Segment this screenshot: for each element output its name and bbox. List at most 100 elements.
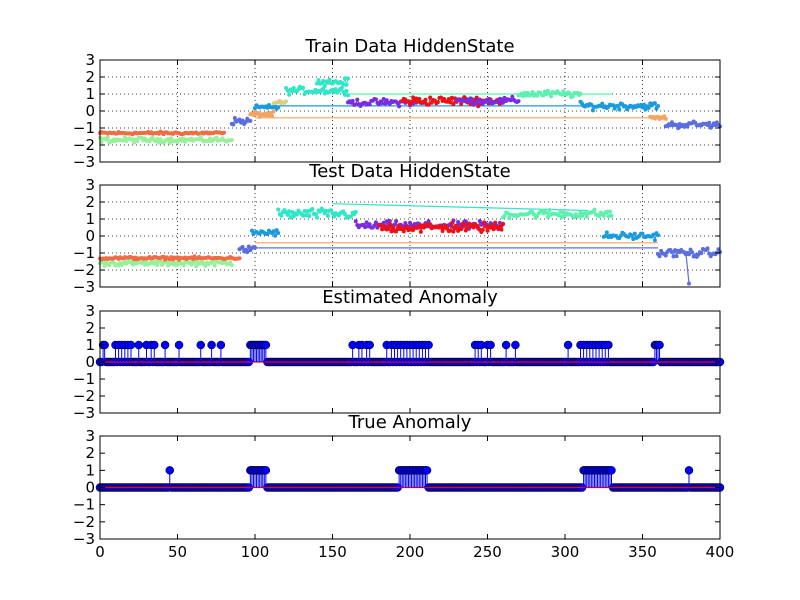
- state-point: [332, 214, 337, 219]
- state-point: [676, 126, 681, 131]
- state-point: [132, 140, 137, 145]
- state-point: [150, 135, 155, 140]
- state-point: [341, 82, 346, 87]
- state-point: [181, 263, 186, 268]
- state-point: [490, 223, 495, 228]
- state-point: [327, 77, 332, 82]
- state-point: [499, 227, 504, 232]
- state-point: [155, 263, 160, 268]
- state-point: [381, 220, 386, 225]
- x-tick-label: 50: [168, 543, 187, 561]
- state-point: [265, 231, 270, 236]
- state-point: [315, 81, 319, 86]
- state-point: [344, 88, 349, 93]
- y-tick-label: 2: [85, 319, 95, 337]
- state-point: [231, 122, 236, 127]
- state-point: [401, 229, 406, 234]
- state-point: [256, 110, 261, 115]
- state-point: [656, 233, 660, 238]
- y-tick-label: −3: [73, 530, 95, 548]
- state-point: [153, 259, 158, 264]
- state-point: [449, 95, 454, 100]
- subplot-title: Test Data HiddenState: [308, 161, 510, 182]
- state-point: [604, 209, 609, 214]
- state-point: [451, 102, 456, 107]
- state-point: [363, 225, 368, 230]
- stem-marker-anomaly: [486, 340, 495, 350]
- state-point: [321, 79, 326, 84]
- state-point: [618, 233, 623, 238]
- state-point: [446, 97, 451, 102]
- state-point: [535, 93, 540, 98]
- state-point: [663, 253, 668, 258]
- state-point: [310, 207, 315, 212]
- state-point: [459, 227, 464, 232]
- state-point: [673, 248, 678, 253]
- state-point: [212, 263, 217, 268]
- state-point: [428, 95, 433, 100]
- state-point: [158, 137, 163, 142]
- y-tick-label: 0: [85, 353, 95, 371]
- stem-marker-anomaly: [607, 466, 616, 475]
- outlier-line: [685, 252, 690, 284]
- state-point: [387, 101, 392, 106]
- state-point: [643, 107, 648, 112]
- stem-marker-anomaly: [165, 466, 174, 475]
- state-point: [466, 99, 471, 104]
- state-point: [470, 97, 474, 102]
- state-point: [496, 100, 501, 105]
- y-tick-label: 0: [85, 102, 95, 120]
- state-point: [273, 233, 278, 238]
- state-point: [652, 101, 657, 106]
- state-point: [228, 260, 233, 265]
- state-point: [411, 95, 416, 100]
- stem-marker-anomaly: [655, 340, 664, 350]
- state-point: [288, 215, 293, 220]
- state-point: [668, 123, 673, 128]
- state-point: [333, 87, 338, 92]
- state-point: [325, 80, 330, 85]
- state-point: [384, 219, 389, 224]
- state-point: [685, 124, 690, 129]
- state-point: [414, 96, 419, 101]
- state-point: [349, 214, 354, 219]
- state-point: [279, 213, 284, 218]
- state-point: [229, 263, 234, 268]
- y-tick-label: 3: [85, 302, 95, 320]
- stem-marker-anomaly: [207, 340, 216, 350]
- stem-marker-anomaly: [563, 340, 573, 350]
- state-point: [383, 101, 388, 106]
- state-point: [285, 212, 290, 217]
- state-point: [346, 76, 350, 81]
- state-point: [307, 214, 312, 219]
- state-point: [669, 120, 674, 125]
- state-point: [600, 101, 605, 106]
- x-tick-label: 0: [95, 543, 105, 561]
- stem-marker-anomaly: [160, 340, 170, 350]
- y-tick-label: 0: [85, 479, 95, 497]
- state-point: [353, 102, 358, 107]
- state-point: [313, 211, 318, 216]
- state-point: [448, 100, 453, 105]
- state-point: [395, 226, 400, 231]
- state-point: [522, 90, 527, 95]
- stem-marker-anomaly: [365, 340, 374, 350]
- state-point: [623, 104, 628, 109]
- state-point: [417, 96, 422, 101]
- state-point: [397, 223, 402, 228]
- state-point: [485, 228, 490, 233]
- state-point: [328, 208, 333, 213]
- y-tick-label: 1: [85, 210, 95, 228]
- state-point: [674, 254, 679, 259]
- state-point: [583, 211, 588, 216]
- state-point: [545, 215, 550, 220]
- state-point: [449, 221, 454, 226]
- state-point: [305, 209, 310, 214]
- state-point: [367, 102, 372, 107]
- state-point: [629, 233, 634, 238]
- state-point: [169, 136, 174, 141]
- state-point: [240, 118, 245, 123]
